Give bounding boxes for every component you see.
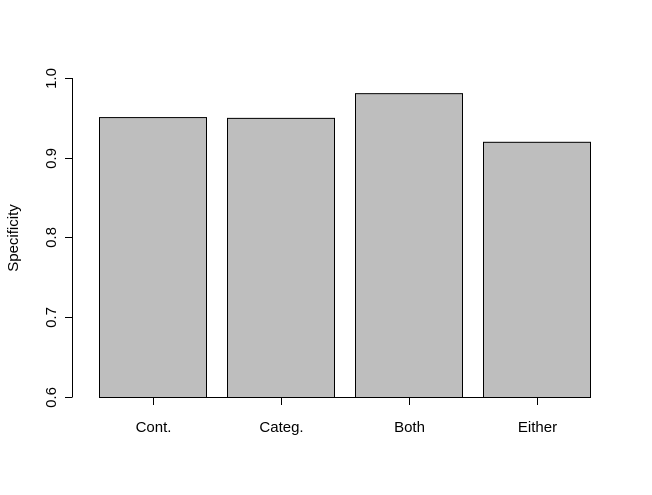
y-tick-label-3: 0.9 xyxy=(43,148,60,169)
y-tick-label-2: 0.8 xyxy=(43,227,60,248)
y-tick-label-4: 1.0 xyxy=(43,68,60,89)
x-tick-label-2: Both xyxy=(394,419,425,436)
bar-2 xyxy=(355,93,463,398)
y-tick-label-1: 0.7 xyxy=(43,307,60,328)
bar-1 xyxy=(227,117,335,398)
x-tick-label-0: Cont. xyxy=(136,419,172,436)
y-tick-label-0: 0.6 xyxy=(43,387,60,408)
x-tick-label-3: Either xyxy=(518,419,557,436)
bar-3 xyxy=(483,141,591,398)
x-axis: Cont. Categ. Both Either xyxy=(136,397,557,436)
bar-0 xyxy=(99,117,207,398)
bars-group xyxy=(99,93,591,398)
y-axis-title: Specificity xyxy=(5,204,22,272)
y-axis: 0.6 0.7 0.8 0.9 1.0 xyxy=(43,68,73,408)
x-tick-label-1: Categ. xyxy=(259,419,303,436)
